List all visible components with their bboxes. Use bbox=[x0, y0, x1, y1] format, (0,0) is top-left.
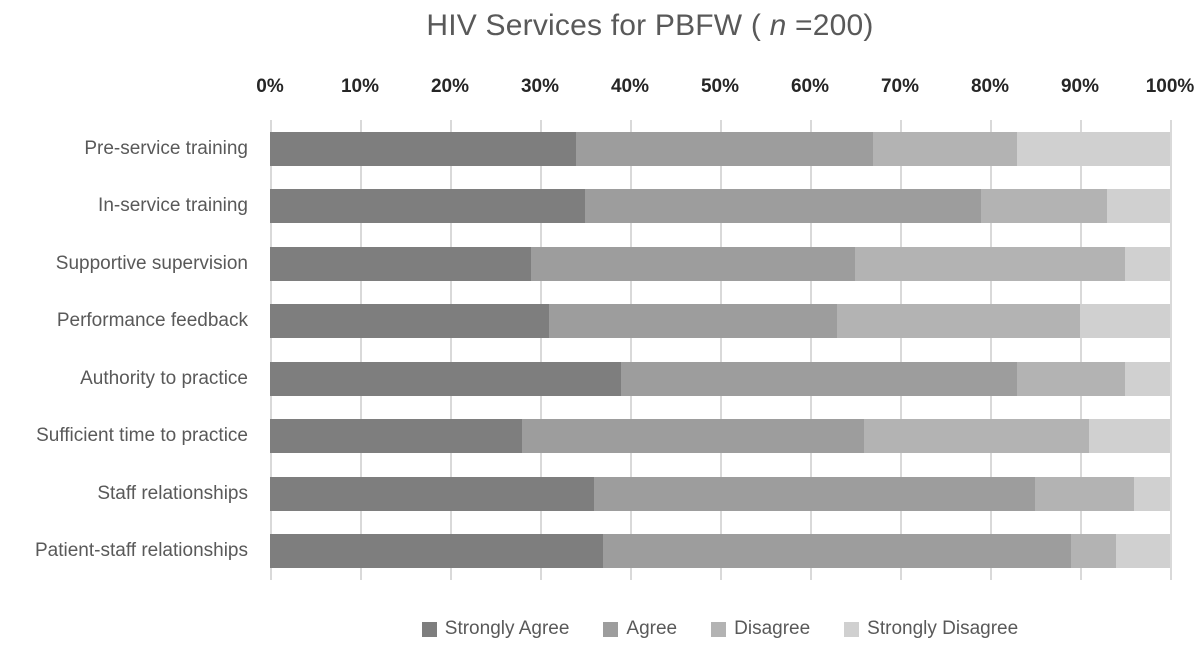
x-axis-tick-label: 20% bbox=[430, 76, 470, 97]
bar-row bbox=[270, 246, 1170, 281]
bar-segment-strongly-disagree bbox=[1125, 361, 1170, 396]
x-axis-tick-label: 40% bbox=[610, 76, 650, 97]
legend-label: Strongly Disagree bbox=[867, 618, 1019, 639]
x-axis-tick-labels: 0% 10% 20% 30% 40% 50% 60% 70% 80% 90% 100% bbox=[256, 72, 1194, 102]
legend-item: Agree bbox=[603, 618, 677, 640]
category-label: Patient-staff relationships bbox=[35, 540, 248, 562]
legend-item: Disagree bbox=[711, 618, 810, 640]
chart-title-suffix: =200) bbox=[786, 9, 874, 42]
x-axis-tick-label: 60% bbox=[790, 76, 830, 97]
gridline bbox=[360, 120, 362, 580]
bar-row bbox=[270, 534, 1170, 569]
category-label: Performance feedback bbox=[56, 310, 248, 332]
bar-segment-agree bbox=[621, 361, 1017, 396]
bar-segment-agree bbox=[522, 419, 864, 454]
bar-segment-disagree bbox=[1035, 476, 1134, 511]
x-axis-tick-label: 10% bbox=[340, 76, 380, 97]
gridline bbox=[900, 120, 902, 580]
plot-area bbox=[270, 120, 1172, 580]
chart-title: HIV Services for PBFW ( n =200) bbox=[100, 4, 1200, 48]
gridline bbox=[720, 120, 722, 580]
gridline bbox=[1170, 120, 1172, 580]
legend-item: Strongly Agree bbox=[421, 618, 570, 640]
bar-segment-strongly-disagree bbox=[1116, 534, 1170, 569]
bar-segment-disagree bbox=[1071, 534, 1116, 569]
legend: Strongly Agree Agree Disagree Strongly Disa… bbox=[270, 612, 1170, 646]
bar-segment-disagree bbox=[1017, 361, 1125, 396]
category-axis-labels: Pre-service training In-service training S… bbox=[0, 120, 256, 580]
legend-swatch-icon bbox=[603, 621, 619, 637]
x-axis-tick-label: 80% bbox=[970, 76, 1010, 97]
category-label: Authority to practice bbox=[80, 367, 248, 389]
bar-row bbox=[270, 476, 1170, 511]
x-axis-tick-label: 100% bbox=[1145, 76, 1195, 97]
bar-segment-strongly-disagree bbox=[1017, 131, 1170, 166]
bar-segment-agree bbox=[603, 534, 1071, 569]
category-label: Sufficient time to practice bbox=[36, 425, 248, 447]
bar-segment-disagree bbox=[981, 189, 1107, 224]
bar-segment-agree bbox=[531, 246, 855, 281]
bar-segment-strongly-disagree bbox=[1125, 246, 1170, 281]
legend-label: Agree bbox=[626, 618, 678, 639]
gridline bbox=[990, 120, 992, 580]
category-label: In-service training bbox=[98, 195, 248, 217]
gridline bbox=[540, 120, 542, 580]
bar-segment-strongly-agree bbox=[270, 246, 531, 281]
category-label: Staff relationships bbox=[97, 482, 248, 504]
gridline bbox=[270, 120, 272, 580]
x-axis-tick-label: 90% bbox=[1060, 76, 1100, 97]
x-axis-tick-label: 0% bbox=[256, 76, 284, 97]
x-axis-tick-label: 30% bbox=[520, 76, 560, 97]
bar-segment-agree bbox=[576, 131, 873, 166]
bar-row bbox=[270, 304, 1170, 339]
gridline bbox=[810, 120, 812, 580]
bar-segment-agree bbox=[585, 189, 981, 224]
bar-row bbox=[270, 189, 1170, 224]
legend-label: Disagree bbox=[734, 618, 811, 639]
gridline bbox=[630, 120, 632, 580]
bar-row bbox=[270, 361, 1170, 396]
legend-swatch-icon bbox=[844, 621, 860, 637]
bar-segment-disagree bbox=[864, 419, 1089, 454]
category-label: Pre-service training bbox=[84, 137, 248, 159]
bar-segment-disagree bbox=[873, 131, 1017, 166]
bar-segment-strongly-agree bbox=[270, 304, 549, 339]
legend-swatch-icon bbox=[711, 621, 727, 637]
chart-title-n: n bbox=[769, 9, 787, 42]
bar-row bbox=[270, 419, 1170, 454]
bar-segment-strongly-agree bbox=[270, 534, 603, 569]
x-axis-tick-label: 50% bbox=[700, 76, 740, 97]
chart-title-prefix: HIV Services for PBFW ( bbox=[426, 9, 770, 42]
bar-segment-strongly-disagree bbox=[1089, 419, 1170, 454]
legend-label: Strongly Agree bbox=[444, 618, 570, 639]
bar-segment-strongly-disagree bbox=[1107, 189, 1170, 224]
bar-segment-strongly-agree bbox=[270, 361, 621, 396]
bar-segment-agree bbox=[549, 304, 837, 339]
bar-segment-strongly-disagree bbox=[1080, 304, 1170, 339]
bar-segment-strongly-agree bbox=[270, 189, 585, 224]
bar-segment-strongly-agree bbox=[270, 131, 576, 166]
x-axis-tick-label: 70% bbox=[880, 76, 920, 97]
bar-segment-disagree bbox=[855, 246, 1125, 281]
legend-item: Strongly Disagree bbox=[844, 618, 1018, 640]
bar-segment-agree bbox=[594, 476, 1035, 511]
gridline bbox=[1080, 120, 1082, 580]
bar-segment-strongly-agree bbox=[270, 476, 594, 511]
bar-row bbox=[270, 131, 1170, 166]
bar-segment-strongly-agree bbox=[270, 419, 522, 454]
bar-segment-disagree bbox=[837, 304, 1080, 339]
legend-swatch-icon bbox=[421, 621, 437, 637]
bar-segment-strongly-disagree bbox=[1134, 476, 1170, 511]
gridline bbox=[450, 120, 452, 580]
category-label: Supportive supervision bbox=[55, 252, 248, 274]
